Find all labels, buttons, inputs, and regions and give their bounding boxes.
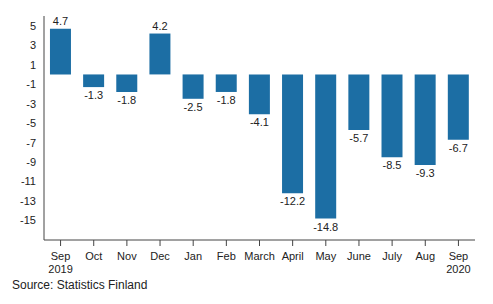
- html-text:Source: Statistics Finland: Source: Statistics Finland: [12, 278, 148, 292]
- svg-text:-9.3: -9.3: [416, 167, 435, 179]
- svg-text:-7: -7: [26, 137, 36, 149]
- svg-text:4.2: 4.2: [152, 20, 167, 32]
- svg-text:-2.5: -2.5: [184, 101, 203, 113]
- svg-text:Aug: Aug: [415, 250, 435, 262]
- svg-text:5: 5: [30, 20, 36, 32]
- svg-text:-1: -1: [26, 78, 36, 90]
- svg-text:-4.1: -4.1: [250, 116, 269, 128]
- svg-text:3: 3: [30, 39, 36, 51]
- svg-text:March: March: [244, 250, 275, 262]
- svg-text:-3: -3: [26, 98, 36, 110]
- svg-text:-15: -15: [20, 214, 36, 226]
- svg-text:-8.5: -8.5: [383, 159, 402, 171]
- svg-text:Oct: Oct: [85, 250, 102, 262]
- svg-text:Feb: Feb: [217, 250, 236, 262]
- svg-text:-9: -9: [26, 156, 36, 168]
- svg-text:-13: -13: [20, 195, 36, 207]
- svg-text:-5.7: -5.7: [349, 132, 368, 144]
- svg-text:May: May: [315, 250, 336, 262]
- svg-text:-1.8: -1.8: [217, 94, 236, 106]
- svg-text:Jan: Jan: [184, 250, 202, 262]
- svg-text:Dec: Dec: [150, 250, 170, 262]
- svg-text:-14.8: -14.8: [313, 221, 338, 233]
- svg-text:-6.7: -6.7: [449, 142, 468, 154]
- svg-text:4.7: 4.7: [53, 15, 68, 27]
- svg-text:Nov: Nov: [117, 250, 137, 262]
- svg-text:June: June: [347, 250, 371, 262]
- svg-text:Sep2020: Sep2020: [446, 250, 470, 275]
- svg-text:-12.2: -12.2: [280, 195, 305, 207]
- svg-text:Sep2019: Sep2019: [48, 250, 72, 275]
- svg-text:-5: -5: [26, 117, 36, 129]
- svg-text:-1.3: -1.3: [84, 89, 103, 101]
- svg-text:-1.8: -1.8: [117, 94, 136, 106]
- svg-text:1: 1: [30, 59, 36, 71]
- svg-text:April: April: [282, 250, 304, 262]
- svg-text:July: July: [382, 250, 402, 262]
- svg-text:-11: -11: [21, 175, 36, 187]
